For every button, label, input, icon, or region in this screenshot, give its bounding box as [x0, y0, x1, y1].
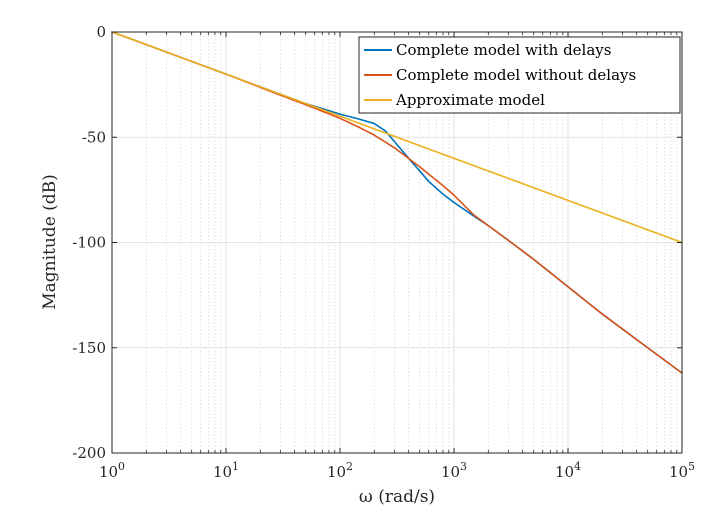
- tick-marks: [111, 31, 683, 454]
- tick-labels: 100 101 102 103 104 105 0 -50 -100 -150 -200: [72, 23, 695, 481]
- x-tick-label: 102: [327, 460, 353, 481]
- y-tick-label: 0: [96, 23, 106, 41]
- series-line-3: [111, 31, 683, 244]
- series-line-2: [111, 31, 683, 374]
- y-tick-label: -150: [72, 339, 106, 357]
- y-tick-label: -100: [72, 234, 106, 252]
- legend: Complete model with delays Complete mode…: [358, 36, 681, 114]
- y-axis-title: Magnitude (dB): [40, 174, 60, 310]
- legend-label-approximate: Approximate model: [395, 91, 545, 109]
- series-lines: [111, 31, 683, 374]
- legend-box: [358, 36, 681, 114]
- legend-label-with-delays: Complete model with delays: [396, 41, 611, 59]
- y-tick-label: -200: [72, 444, 106, 462]
- x-tick-label: 101: [213, 460, 239, 481]
- x-tick-label: 103: [441, 460, 467, 481]
- x-tick-label: 100: [99, 460, 125, 481]
- x-axis-title: ω (rad/s): [359, 487, 435, 507]
- y-tick-label: -50: [82, 128, 106, 146]
- x-tick-label: 105: [669, 460, 695, 481]
- x-tick-label: 104: [555, 460, 581, 481]
- legend-label-without-delays: Complete model without delays: [396, 66, 636, 84]
